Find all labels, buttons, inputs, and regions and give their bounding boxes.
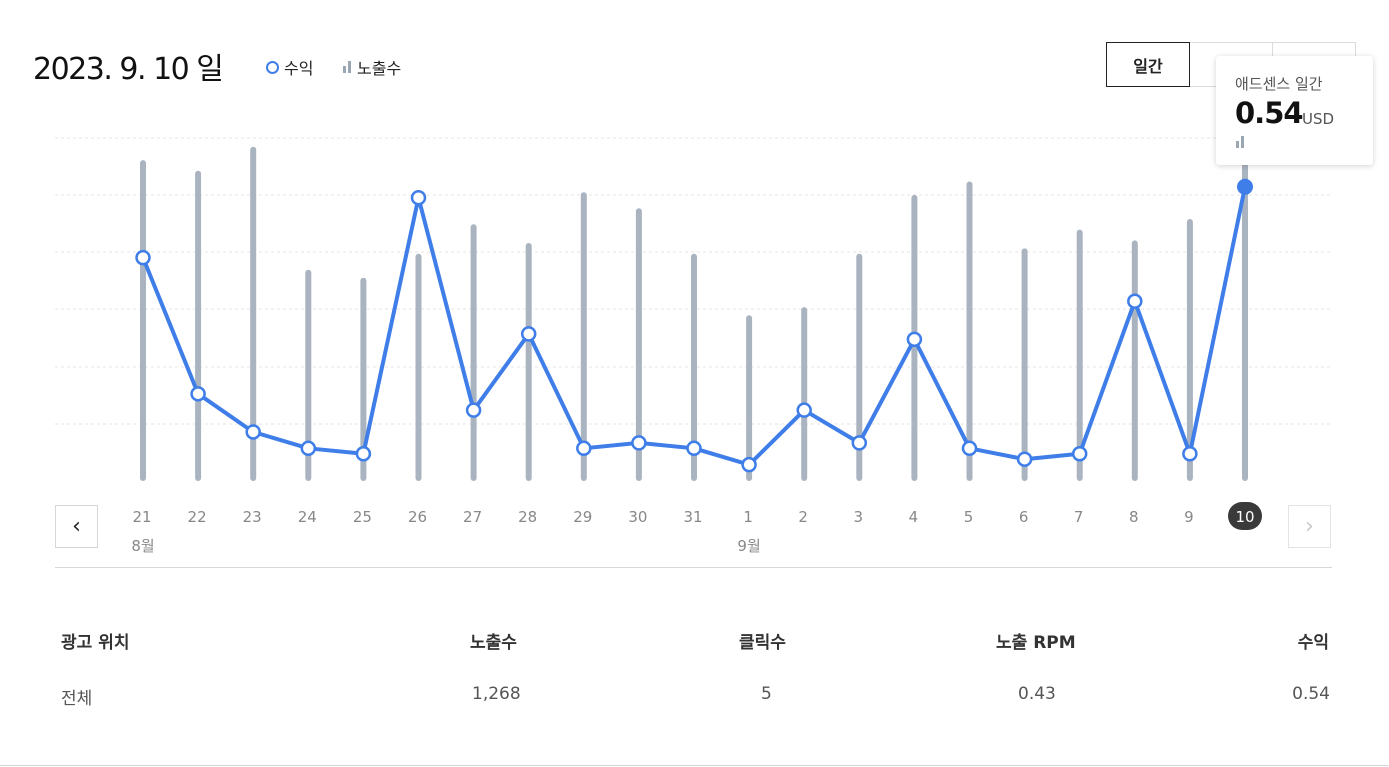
table-cell-clicks: 5 [761,684,772,704]
revenue-point [135,249,151,266]
tooltip-unit: USD [1302,110,1335,128]
month-label: 8월 [131,537,154,555]
revenue-point [190,386,206,402]
revenue-point [741,456,757,473]
revenue-point [796,402,812,418]
legend-impressions[interactable]: 노출수 [343,55,401,79]
impressions-bar [1076,229,1083,481]
revenue-point [410,189,427,206]
table-header-ad-position: 광고 위치 [61,633,130,653]
impressions-bar [195,170,202,481]
x-tick-label: 22 [188,508,207,526]
x-tick-label: 28 [518,508,537,526]
impressions-bar [801,307,808,481]
revenue-point [631,435,647,451]
table-header-clicks: 클릭수 [739,633,786,653]
chart-divider [55,567,1332,568]
impressions-bar [305,269,312,481]
x-tick-label: 8 [1129,508,1139,526]
revenue-point [686,440,702,457]
x-tick-label: 26 [408,508,427,526]
impressions-bar [360,277,367,481]
x-tick-label: 10 [1235,508,1254,526]
legend-impressions-label: 노출수 [357,59,402,78]
impressions-bar [966,181,973,481]
x-tick-label: 23 [243,508,262,526]
x-tick-label: 30 [628,508,647,526]
impressions-bar [250,146,257,482]
impressions-bar [856,253,863,481]
chevron-left-icon: ‹ [72,514,81,539]
x-tick-label: 2 [798,508,808,526]
revenue-point [245,424,261,440]
revenue-point [355,446,372,462]
impressions-bar [415,253,422,481]
prev-button[interactable]: ‹ [55,505,98,548]
x-tick-label: 6 [1019,508,1029,526]
impressions-bar [140,160,146,481]
impressions-bar [580,192,587,481]
impressions-bar [1186,218,1193,481]
chevron-right-icon: › [1305,514,1314,539]
next-button[interactable]: › [1288,505,1331,548]
x-tick-label: 24 [298,508,317,526]
revenue-point [906,331,923,348]
table-cell-revenue: 0.54 [1292,684,1330,704]
revenue-point [1071,446,1088,462]
impressions-bar [1021,248,1028,481]
revenue-point [300,440,317,457]
revenue-point [1016,451,1033,467]
revenue-point [520,326,537,342]
x-tick-label: 25 [353,508,372,526]
tooltip-label: 애드센스 일간 [1235,75,1323,93]
x-tick-label: 21 [132,508,151,526]
revenue-point [576,440,592,457]
x-tick-label: 29 [573,508,592,526]
chart-tooltip: 애드센스 일간 0.54 USD [1216,56,1373,165]
impressions-bar [1131,240,1138,481]
table-header-rpm: 노출 RPM [996,633,1076,653]
x-tick-label: 7 [1074,508,1084,526]
x-tick-label: 27 [463,508,482,526]
x-tick-label: 4 [909,508,919,526]
selected-date-badge [1228,502,1262,530]
x-tick-label: 1 [743,508,753,526]
x-tick-label: 9 [1184,508,1194,526]
impressions-bar [746,315,753,481]
revenue-point [465,402,482,418]
bar-icon [343,61,351,73]
impressions-bar [635,208,642,481]
legend-revenue[interactable]: 수익 [266,55,313,79]
table-cell-ad-position: 전체 [61,689,93,709]
revenue-point [851,435,868,451]
x-tick-label: 3 [854,508,864,526]
x-tick-label: 31 [683,508,702,526]
impressions-bar [1242,141,1248,481]
revenue-point [961,440,978,457]
table-header-impressions: 노출수 [470,633,517,653]
legend-revenue-label: 수익 [284,59,314,78]
impressions-bar [470,224,477,482]
tab-daily[interactable]: 일간 [1106,42,1190,87]
bottom-divider [0,765,1389,766]
tooltip-value: 0.54 [1235,96,1304,130]
table-header-revenue: 수익 [1297,633,1329,653]
page-title: 2023. 9. 10 일 [33,52,224,87]
bar-icon [1236,136,1244,148]
revenue-point [1127,293,1143,309]
revenue-point-selected [1237,178,1253,195]
impressions-bar [525,243,532,481]
impressions-bar [691,253,697,481]
revenue-point [1182,446,1198,462]
circle-line-icon [266,60,279,74]
table-cell-impressions: 1,268 [472,684,521,704]
month-label: 9월 [737,537,760,555]
x-tick-label: 5 [964,508,974,526]
table-cell-rpm: 0.43 [1018,684,1056,704]
